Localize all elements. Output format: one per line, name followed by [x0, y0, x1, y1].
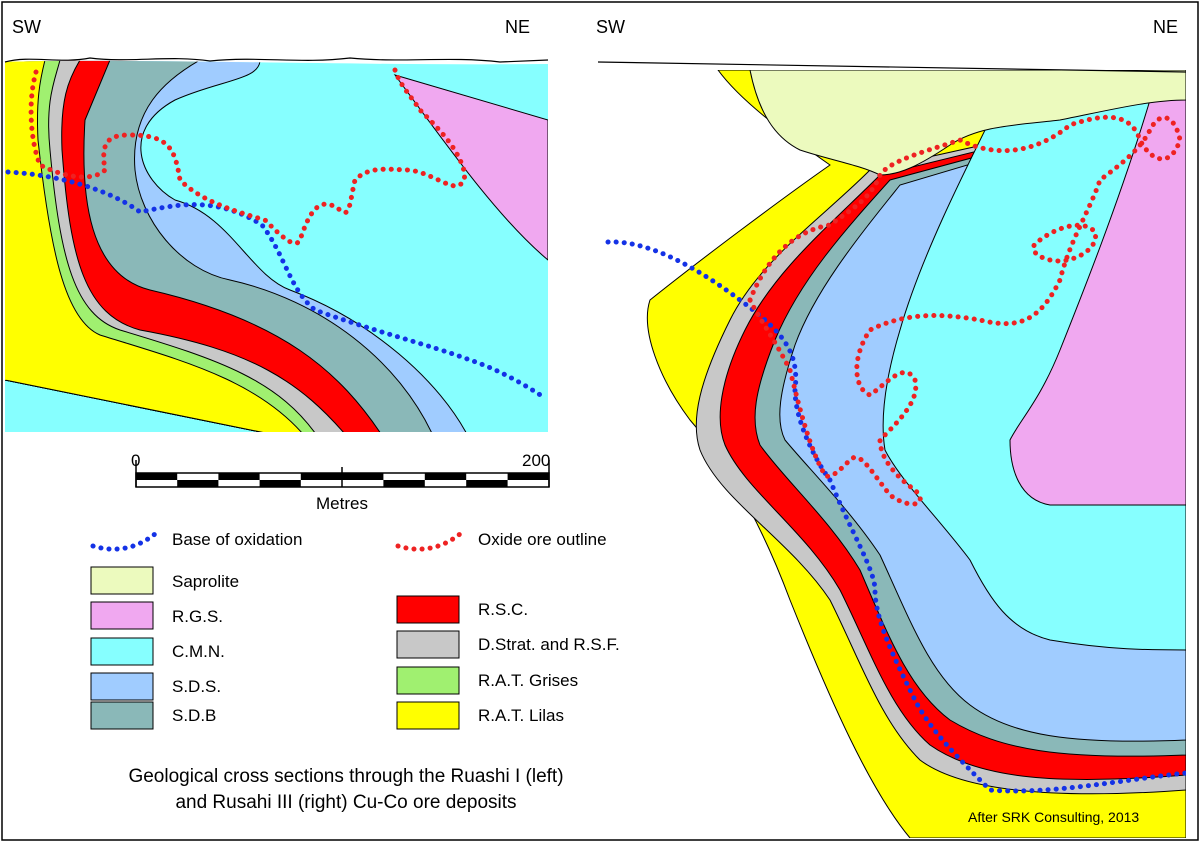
legend: Base of oxidation Oxide ore outline Sapr…: [90, 530, 620, 730]
scale-bar-segment: [218, 473, 260, 480]
left-ne-label: NE: [505, 17, 530, 37]
left-oxide-ore-outline: [28, 67, 468, 246]
left-base-of-oxidation-line: [5, 169, 548, 401]
rat-lilas-margin-left: [5, 60, 70, 380]
legend-saprolite-swatch: [90, 566, 154, 595]
legend-rat-lilas-swatch: [396, 701, 460, 730]
legend-rsc-label: R.S.C.: [478, 600, 528, 619]
right-cross-section: SW NE After SRK Consulting, 2013: [596, 17, 1187, 838]
legend-cmn-swatch: [90, 637, 154, 666]
right-sw-label: SW: [596, 17, 625, 37]
credit-text: After SRK Consulting, 2013: [968, 809, 1139, 825]
legend-rgs-swatch: [90, 601, 154, 630]
legend-oxide-ore-swatch: [395, 531, 463, 552]
legend-rat-lilas-label: R.A.T. Lilas: [478, 706, 564, 725]
scale-bar: 0 200 Metres: [131, 451, 550, 513]
legend-rsc-swatch: [396, 595, 460, 624]
scale-bar-segment: [177, 480, 219, 487]
legend-sdb-swatch: [90, 701, 154, 730]
left-topography-line: [4, 57, 549, 63]
rat-lilas-unit-left: [5, 60, 310, 432]
left-sw-label: SW: [12, 17, 41, 37]
caption-line-1: Geological cross sections through the Ru…: [128, 766, 563, 787]
scale-end-label: 200: [522, 451, 550, 470]
scale-bar-segments: [136, 473, 549, 487]
saprolite-unit-right: [749, 70, 1186, 176]
right-oxide-ore-outline: [747, 114, 1183, 507]
legend-rat-grises-swatch: [396, 666, 460, 695]
legend-sds-label: S.D.S.: [172, 677, 221, 696]
right-topography-line: [597, 61, 1187, 73]
legend-rat-grises-label: R.A.T. Grises: [478, 671, 578, 690]
legend-oxide-ore-label: Oxide ore outline: [478, 530, 607, 549]
legend-dstrat-swatch: [396, 630, 460, 659]
scale-bar-segment: [466, 480, 508, 487]
legend-cmn-label: C.M.N.: [172, 642, 225, 661]
left-cross-section: SW NE: [4, 17, 549, 432]
scale-bar-segment: [342, 473, 384, 480]
legend-sds-swatch: [90, 672, 154, 701]
legend-base-oxidation-swatch: [90, 531, 158, 552]
scale-unit-label: Metres: [316, 494, 368, 513]
scale-bar-segment: [136, 473, 178, 480]
scale-bar-segment: [383, 480, 425, 487]
scale-start-label: 0: [131, 451, 140, 470]
legend-dstrat-label: D.Strat. and R.S.F.: [478, 635, 620, 654]
legend-sdb-label: S.D.B: [172, 706, 216, 725]
legend-rgs-label: R.G.S.: [172, 607, 223, 626]
caption-line-2: and Rusahi III (right) Cu-Co ore deposit…: [175, 792, 516, 813]
scale-bar-segment: [300, 473, 342, 480]
scale-bar-segment: [507, 473, 549, 480]
rgs-unit-right: [1009, 99, 1186, 506]
scale-bar-segment: [259, 480, 301, 487]
scale-bar-segment: [424, 473, 467, 480]
right-ne-label: NE: [1153, 17, 1178, 37]
legend-base-oxidation-label: Base of oxidation: [172, 530, 302, 549]
legend-saprolite-label: Saprolite: [172, 572, 239, 591]
right-oxide-ore-pod: [1031, 222, 1098, 264]
right-base-of-oxidation-line: [605, 239, 1186, 794]
